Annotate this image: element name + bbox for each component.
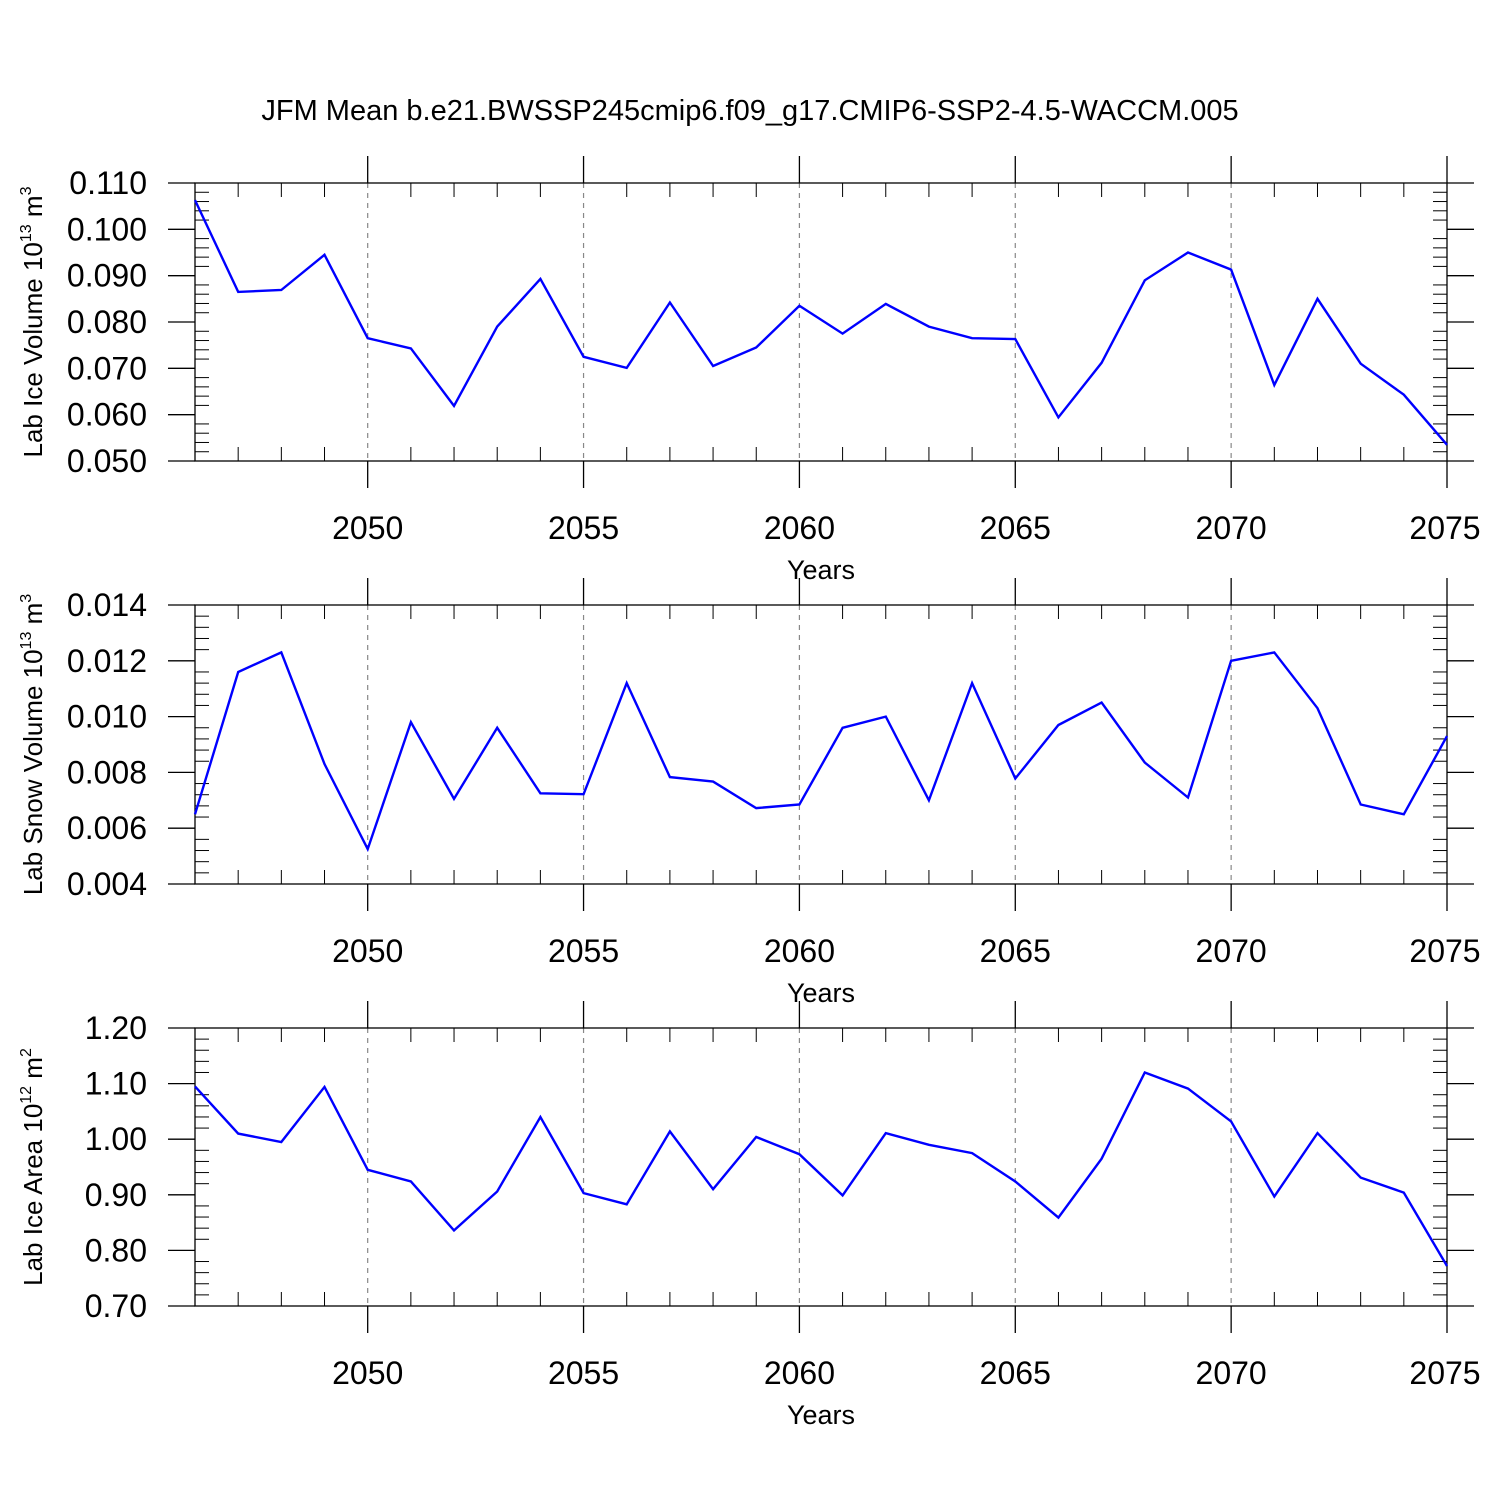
y-axis-label: Lab Ice Area 1012 m2 — [18, 1048, 48, 1286]
x-tick-label: 2050 — [332, 1355, 403, 1391]
y-tick-label: 0.060 — [67, 397, 147, 433]
y-tick-label: 0.010 — [67, 699, 147, 735]
y-axis-label-exponent: 12 — [18, 1086, 35, 1104]
y-tick-label: 0.004 — [67, 866, 147, 902]
plot-frame — [194, 1027, 1448, 1307]
panel-2: 0.004 0.006 0.008 0.010 0.012 0.014 2050 2055 20… — [18, 578, 1481, 1008]
y-tick-label: 0.090 — [67, 258, 147, 294]
y-tick-label: 0.050 — [67, 443, 147, 479]
x-tick-label: 2075 — [1409, 510, 1480, 546]
y-tick-label: 0.70 — [85, 1288, 147, 1324]
y-tick-label: 0.90 — [85, 1177, 147, 1213]
x-tick-label: 2060 — [764, 933, 835, 969]
panel-1: 0.050 0.060 0.070 0.080 0.090 0.100 0.110 2050 2… — [18, 156, 1481, 585]
x-tick-label: 2075 — [1409, 1355, 1480, 1391]
y-tick-label: 1.00 — [85, 1121, 147, 1157]
y-axis-label-unit-exponent: 2 — [18, 1048, 35, 1057]
y-axis-label-unit: m — [18, 603, 48, 632]
y-tick-label: 0.080 — [67, 304, 147, 340]
x-tick-label: 2070 — [1196, 933, 1267, 969]
panel-3: 0.70 0.80 0.90 1.00 1.10 1.20 2050 2055 2060 2065… — [18, 1001, 1481, 1430]
x-axis-label: Years — [787, 555, 855, 585]
y-axis-label: Lab Snow Volume 1013 m3 — [18, 594, 48, 895]
figure-title: JFM Mean b.e21.BWSSP245cmip6.f09_g17.CMI… — [261, 95, 1238, 127]
x-tick-label: 2070 — [1196, 1355, 1267, 1391]
y-tick-label: 0.008 — [67, 754, 147, 790]
y-tick-label: 0.110 — [69, 165, 147, 201]
y-axis-label-exponent: 13 — [18, 224, 35, 242]
series-line — [193, 650, 1449, 853]
y-tick-label: 0.100 — [67, 211, 147, 247]
x-tick-label: 2065 — [980, 933, 1051, 969]
y-tick-label: 1.10 — [85, 1066, 147, 1102]
x-tick-label: 2055 — [548, 1355, 619, 1391]
y-tick-label: 0.80 — [85, 1232, 147, 1268]
plot-frame — [194, 604, 1448, 885]
y-axis-label-text: Lab Ice Area 10 — [18, 1104, 48, 1286]
y-axis-label-exponent: 13 — [18, 632, 35, 650]
x-tick-label: 2055 — [548, 933, 619, 969]
x-tick-label: 2070 — [1196, 510, 1267, 546]
y-axis-label-unit-exponent: 3 — [18, 594, 35, 603]
y-axis-label-text: Lab Snow Volume 10 — [18, 649, 48, 895]
x-tick-label: 2050 — [332, 510, 403, 546]
x-tick-label: 2060 — [764, 1355, 835, 1391]
x-tick-label: 2075 — [1409, 933, 1480, 969]
y-axis-label-unit: m — [18, 1057, 48, 1086]
y-axis-label: Lab Ice Volume 1013 m3 — [18, 186, 48, 457]
x-axis-label: Years — [787, 978, 855, 1008]
x-tick-label: 2060 — [764, 510, 835, 546]
x-tick-label: 2050 — [332, 933, 403, 969]
y-axis-label-unit: m — [18, 195, 48, 224]
y-tick-label: 0.006 — [67, 810, 147, 846]
series-line — [194, 1070, 1449, 1267]
x-axis-label: Years — [787, 1400, 855, 1430]
y-tick-label: 0.014 — [67, 587, 147, 623]
x-tick-label: 2065 — [980, 1355, 1051, 1391]
panels: 0.050 0.060 0.070 0.080 0.090 0.100 0.110 2050 2… — [18, 156, 1481, 1430]
y-tick-label: 1.20 — [85, 1010, 147, 1046]
series-line — [193, 199, 1448, 446]
y-axis-label-unit-exponent: 3 — [18, 186, 35, 195]
y-tick-label: 0.012 — [67, 643, 147, 679]
y-axis-label-text: Lab Ice Volume 10 — [18, 242, 48, 457]
x-tick-label: 2065 — [980, 510, 1051, 546]
y-tick-label: 0.070 — [67, 350, 147, 386]
x-tick-label: 2055 — [548, 510, 619, 546]
